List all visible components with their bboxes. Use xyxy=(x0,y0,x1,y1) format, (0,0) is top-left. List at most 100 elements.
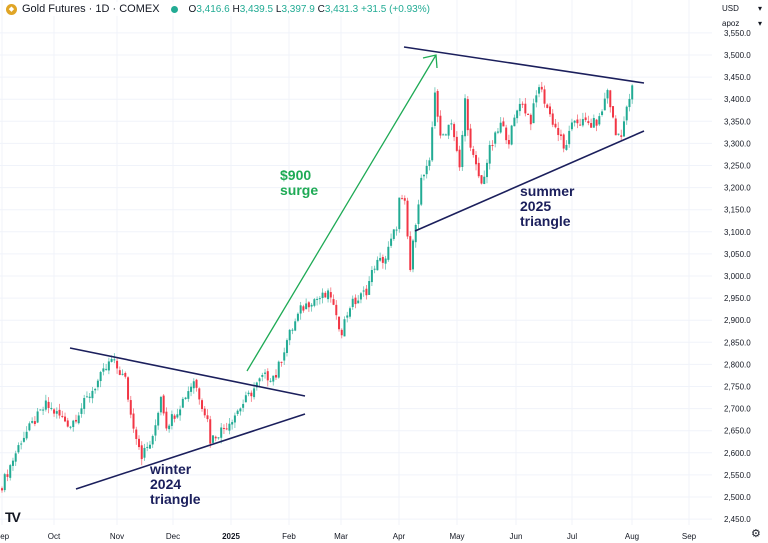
candle-body xyxy=(477,162,480,177)
unit-dropdown[interactable]: apoz ▾ xyxy=(722,19,762,28)
candle xyxy=(302,304,305,313)
candle xyxy=(327,288,330,303)
candle-body xyxy=(66,420,69,427)
candle-body xyxy=(606,90,609,99)
candle-body xyxy=(187,391,190,399)
candle xyxy=(176,408,179,419)
candle xyxy=(343,316,346,337)
candle-body xyxy=(294,321,297,331)
candle-body xyxy=(20,443,23,445)
surge-arrow[interactable] xyxy=(246,54,438,372)
candle xyxy=(436,89,439,123)
candle-body xyxy=(359,293,362,300)
candle-body xyxy=(343,319,346,337)
winter-lower-trendline[interactable] xyxy=(75,413,306,490)
candle-body xyxy=(444,134,447,136)
candle-body xyxy=(412,240,414,270)
candle xyxy=(444,133,447,136)
candle-body xyxy=(250,392,253,397)
candle-body xyxy=(168,425,171,430)
symbol-header[interactable]: ◆ Gold Futures · 1D · COMEX O3,416.6 H3,… xyxy=(4,2,432,16)
candle-body xyxy=(302,306,305,311)
candle xyxy=(28,421,31,432)
y-tick-label: 2,950.0 xyxy=(724,294,751,303)
gear-icon[interactable]: ⚙ xyxy=(751,528,761,540)
currency-dropdown[interactable]: USD ▾ xyxy=(722,4,762,13)
candle xyxy=(562,133,565,153)
candle-body xyxy=(387,246,390,260)
candle xyxy=(291,328,294,335)
candle-body xyxy=(483,176,486,185)
candle xyxy=(107,357,110,375)
y-tick-label: 2,500.0 xyxy=(724,493,751,502)
candle-body xyxy=(559,134,562,136)
candle xyxy=(242,399,245,412)
candle xyxy=(376,256,379,271)
candle-body xyxy=(83,397,86,409)
candle-body xyxy=(1,488,3,491)
candle-body xyxy=(244,395,247,403)
candle xyxy=(74,414,77,424)
candle-body xyxy=(159,396,162,413)
candle xyxy=(502,117,505,127)
summer-upper-trendline[interactable] xyxy=(403,46,645,84)
candle-body xyxy=(625,106,628,121)
candle xyxy=(55,407,58,419)
candle-body xyxy=(236,410,239,414)
candle xyxy=(275,369,277,381)
candle-body xyxy=(96,380,99,388)
y-tick-label: 2,900.0 xyxy=(724,316,751,325)
price-axis[interactable]: 2,450.0 2,500.0 2,550.0 2,600.0 2,650.0 2,700… xyxy=(724,29,751,524)
candle-body xyxy=(307,302,310,308)
candle xyxy=(381,254,384,269)
candle-body xyxy=(272,375,275,382)
candle-body xyxy=(85,396,88,398)
candle-body xyxy=(587,121,590,124)
candle xyxy=(324,291,327,298)
candle-body xyxy=(146,446,149,448)
candle xyxy=(614,115,617,136)
candle-body xyxy=(129,400,132,415)
candle-body xyxy=(403,198,406,201)
candle-body xyxy=(590,123,593,128)
candle xyxy=(1,486,3,493)
candle-body xyxy=(368,281,371,295)
candle xyxy=(461,130,464,171)
candle xyxy=(458,145,461,171)
candle xyxy=(299,301,302,320)
candle xyxy=(570,118,573,132)
candle xyxy=(354,294,357,309)
candle-body xyxy=(74,419,77,422)
candle xyxy=(77,412,80,425)
candle-body xyxy=(494,132,497,144)
candle-body xyxy=(25,431,28,439)
candle-body xyxy=(335,304,338,316)
candle-body xyxy=(398,197,401,230)
candle xyxy=(365,285,368,300)
time-axis[interactable]: Sep Oct Nov Dec 2025 Feb Mar Apr May Jun Jul Aug Sep xyxy=(0,532,697,541)
candle xyxy=(231,419,234,430)
candle xyxy=(524,97,527,117)
candle xyxy=(129,395,132,419)
summer-lower-trendline[interactable] xyxy=(414,130,645,232)
candle xyxy=(69,425,72,430)
candle-body xyxy=(220,427,223,438)
candle xyxy=(403,195,406,205)
y-tick-label: 3,350.0 xyxy=(724,117,751,126)
candle-body xyxy=(39,409,42,411)
candle-body xyxy=(373,268,376,270)
candle-body xyxy=(233,415,236,423)
candle xyxy=(294,318,297,332)
candle-body xyxy=(214,436,217,439)
candle-body xyxy=(140,445,143,460)
candle-body xyxy=(184,397,187,400)
tradingview-logo[interactable]: TV xyxy=(5,509,21,525)
candle-body xyxy=(190,386,193,392)
candle xyxy=(625,105,628,125)
candle-body xyxy=(466,99,469,131)
candle xyxy=(211,435,214,444)
winter-upper-trendline[interactable] xyxy=(69,347,306,397)
candle-body xyxy=(628,98,631,108)
candle-body xyxy=(329,292,332,298)
